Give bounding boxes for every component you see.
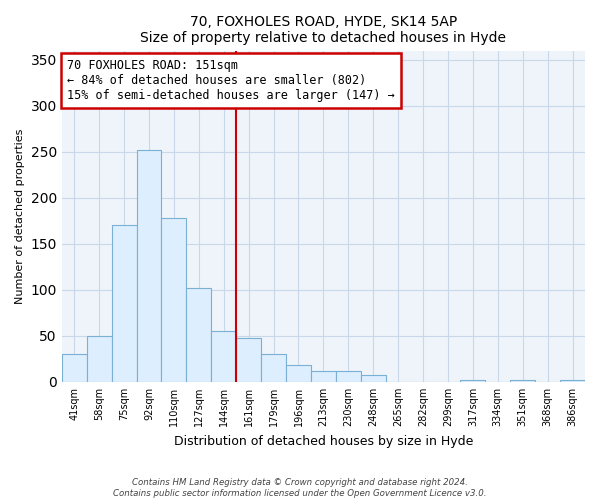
Bar (187, 288, 211, 382)
Bar (62, 354, 87, 382)
Bar (137, 150, 161, 382)
Text: 70 FOXHOLES ROAD: 151sqm
← 84% of detached houses are smaller (802)
15% of semi-: 70 FOXHOLES ROAD: 151sqm ← 84% of detach… (67, 59, 395, 102)
Bar (286, 366, 311, 382)
Bar (336, 371, 361, 382)
Bar (112, 226, 137, 382)
Bar (361, 374, 386, 382)
X-axis label: Distribution of detached houses by size in Hyde: Distribution of detached houses by size … (174, 434, 473, 448)
Bar (211, 332, 236, 382)
Bar (510, 380, 535, 382)
Bar (560, 380, 585, 382)
Title: 70, FOXHOLES ROAD, HYDE, SK14 5AP
Size of property relative to detached houses i: 70, FOXHOLES ROAD, HYDE, SK14 5AP Size o… (140, 15, 506, 45)
Bar (311, 371, 336, 382)
Bar (87, 336, 112, 382)
Bar (236, 338, 261, 382)
Y-axis label: Number of detached properties: Number of detached properties (15, 128, 25, 304)
Bar (161, 218, 187, 382)
Text: Contains HM Land Registry data © Crown copyright and database right 2024.
Contai: Contains HM Land Registry data © Crown c… (113, 478, 487, 498)
Bar (261, 354, 286, 382)
Bar (460, 380, 485, 382)
